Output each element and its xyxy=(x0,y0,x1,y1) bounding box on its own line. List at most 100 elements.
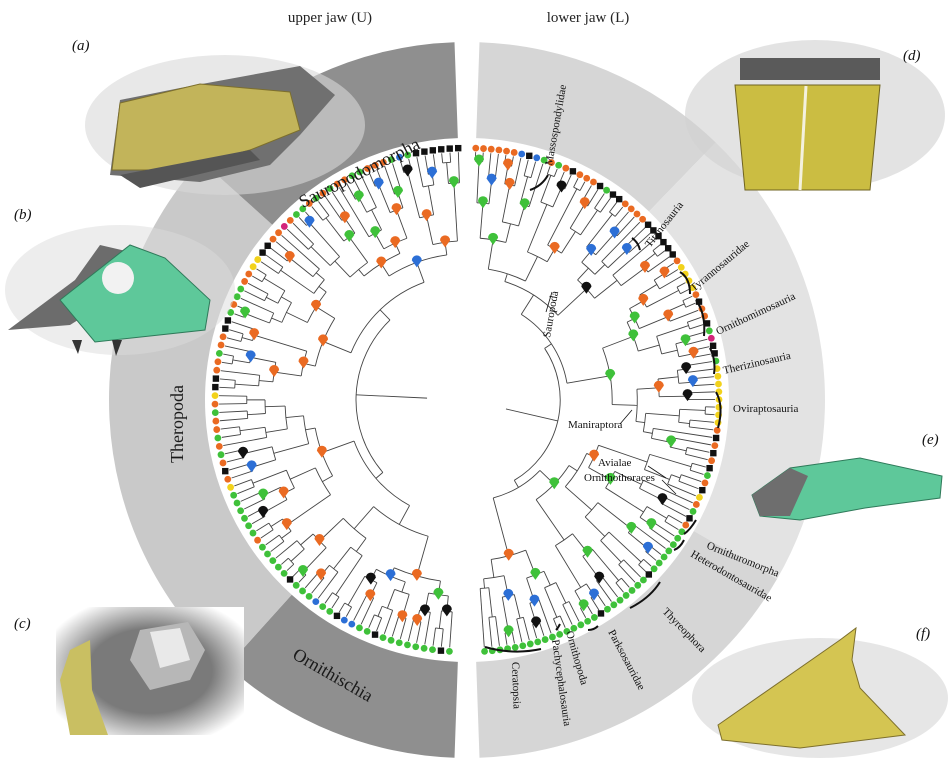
ancestral-node-marker xyxy=(402,164,413,177)
branch xyxy=(676,282,686,288)
branch xyxy=(376,617,383,632)
branch xyxy=(300,533,314,546)
ancestral-node-marker xyxy=(556,180,567,193)
ancestral-node-marker xyxy=(376,256,387,269)
branch xyxy=(612,404,638,406)
ancestral-node-marker xyxy=(314,533,325,546)
ancestral-node-marker xyxy=(549,477,560,490)
upper-tip xyxy=(429,646,436,654)
lower-tip xyxy=(669,251,676,258)
upper-tip xyxy=(249,263,257,271)
lower-tip xyxy=(495,146,503,154)
lower-tip xyxy=(665,547,673,555)
branch xyxy=(286,228,309,250)
upper-tip xyxy=(254,536,261,544)
upper-tip xyxy=(245,522,253,530)
ancestral-node-marker xyxy=(473,154,484,167)
lower-tip xyxy=(645,571,653,578)
lower-tip xyxy=(644,221,652,228)
upper-tip xyxy=(429,147,436,154)
branch xyxy=(682,295,693,302)
branch xyxy=(653,427,713,438)
ancestral-node-marker xyxy=(427,166,438,179)
ancestral-node-marker xyxy=(318,334,329,347)
branch xyxy=(322,475,333,483)
branch xyxy=(315,272,325,281)
lower-tip xyxy=(650,227,657,234)
upper-tip xyxy=(326,185,334,192)
branch xyxy=(543,571,551,586)
branch xyxy=(441,153,444,164)
lower-tip xyxy=(583,174,591,182)
ancestral-node-marker xyxy=(258,488,269,501)
ancestral-node-marker xyxy=(316,445,327,458)
branch xyxy=(544,343,552,349)
ancestral-node-marker xyxy=(297,565,308,578)
ancestral-node-marker xyxy=(411,255,422,268)
lower-tip xyxy=(548,159,555,166)
branch xyxy=(653,521,675,537)
branch xyxy=(396,209,408,239)
branch xyxy=(687,316,701,323)
upper-tip xyxy=(319,189,327,197)
branch xyxy=(671,437,711,446)
branch xyxy=(244,290,265,302)
lower-tip xyxy=(660,238,667,246)
branch xyxy=(680,288,690,295)
panel-d-letter: (d) xyxy=(903,48,921,64)
branch xyxy=(292,222,314,245)
branch xyxy=(527,204,548,253)
lower-tip xyxy=(699,486,706,494)
lower-tip xyxy=(576,171,584,179)
branch xyxy=(530,161,537,178)
branch-arc xyxy=(555,533,573,547)
branch xyxy=(234,313,244,318)
upper-tip xyxy=(233,499,241,507)
branch-arc xyxy=(271,446,277,460)
ancestral-node-marker xyxy=(339,211,350,224)
branch xyxy=(358,269,365,277)
maniraptora-label: Maniraptora xyxy=(568,419,622,431)
branch xyxy=(309,222,340,257)
branch xyxy=(528,163,544,207)
theropoda-label: Theropoda xyxy=(167,385,187,463)
ancestral-node-marker xyxy=(605,368,616,381)
branch xyxy=(247,413,266,416)
branch xyxy=(590,597,600,611)
branch xyxy=(479,203,484,239)
ancestral-node-marker xyxy=(621,243,632,256)
ancestral-node-marker xyxy=(240,306,251,319)
ancestral-node-marker xyxy=(298,356,309,369)
branch xyxy=(305,427,316,431)
ancestral-node-marker xyxy=(638,293,649,306)
ancestral-node-marker xyxy=(281,518,292,531)
ancestral-node-marker xyxy=(316,568,327,581)
lower-tip xyxy=(669,541,677,549)
ancestral-node-marker xyxy=(249,328,260,341)
branch xyxy=(286,311,308,323)
branch xyxy=(281,557,289,565)
branch-arc xyxy=(527,251,548,263)
branch xyxy=(646,290,679,308)
ancestral-node-marker xyxy=(353,190,364,203)
branch-arc xyxy=(394,588,410,595)
lower-tip xyxy=(577,621,585,629)
branch xyxy=(424,612,431,645)
ancestral-node-marker xyxy=(448,176,459,189)
upper-tip xyxy=(312,598,320,606)
branch xyxy=(666,269,679,277)
lower-tip xyxy=(562,164,570,172)
branch xyxy=(639,284,658,296)
branch xyxy=(244,498,265,510)
branch xyxy=(540,175,552,203)
ancestral-node-marker xyxy=(503,588,514,601)
branch xyxy=(260,261,279,274)
branch xyxy=(265,428,288,433)
branch xyxy=(240,297,274,314)
ceratopsia-label: Ceratopsia xyxy=(509,662,523,710)
branch-arc xyxy=(329,256,340,266)
ancestral-node-marker xyxy=(579,197,590,210)
ancestral-node-marker xyxy=(530,567,541,580)
branch xyxy=(232,359,250,364)
branch-arc xyxy=(285,470,295,489)
